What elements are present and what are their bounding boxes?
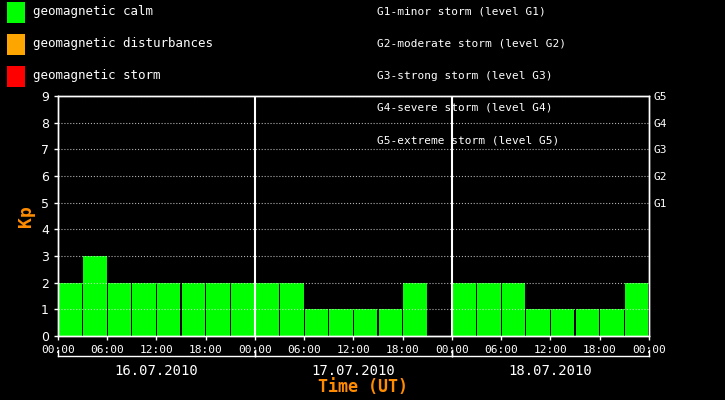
Bar xyxy=(576,309,599,336)
Text: geomagnetic storm: geomagnetic storm xyxy=(33,70,160,82)
Bar xyxy=(329,309,353,336)
Text: 17.07.2010: 17.07.2010 xyxy=(312,364,395,378)
Bar xyxy=(256,283,279,336)
Text: G5-extreme storm (level G5): G5-extreme storm (level G5) xyxy=(377,135,559,145)
Bar xyxy=(600,309,624,336)
Bar xyxy=(477,283,500,336)
Text: G1-minor storm (level G1): G1-minor storm (level G1) xyxy=(377,7,546,17)
Bar xyxy=(551,309,574,336)
Text: G3-strong storm (level G3): G3-strong storm (level G3) xyxy=(377,71,552,81)
Bar xyxy=(59,283,82,336)
Text: 18.07.2010: 18.07.2010 xyxy=(508,364,592,378)
Bar xyxy=(354,309,378,336)
Bar xyxy=(625,283,648,336)
Bar xyxy=(378,309,402,336)
Bar xyxy=(83,256,107,336)
Bar xyxy=(403,283,427,336)
Bar xyxy=(526,309,550,336)
Bar xyxy=(304,309,328,336)
Bar xyxy=(108,283,131,336)
Bar xyxy=(502,283,525,336)
Text: G4-severe storm (level G4): G4-severe storm (level G4) xyxy=(377,103,552,113)
Y-axis label: Kp: Kp xyxy=(17,205,36,227)
Bar xyxy=(182,283,205,336)
Text: geomagnetic calm: geomagnetic calm xyxy=(33,6,153,18)
Bar xyxy=(231,283,254,336)
Bar xyxy=(133,283,156,336)
Bar xyxy=(207,283,230,336)
Bar xyxy=(157,283,181,336)
Text: Time (UT): Time (UT) xyxy=(318,378,407,396)
Text: G2-moderate storm (level G2): G2-moderate storm (level G2) xyxy=(377,39,566,49)
Bar xyxy=(280,283,304,336)
Bar xyxy=(452,283,476,336)
Text: geomagnetic disturbances: geomagnetic disturbances xyxy=(33,38,212,50)
Text: 16.07.2010: 16.07.2010 xyxy=(115,364,199,378)
